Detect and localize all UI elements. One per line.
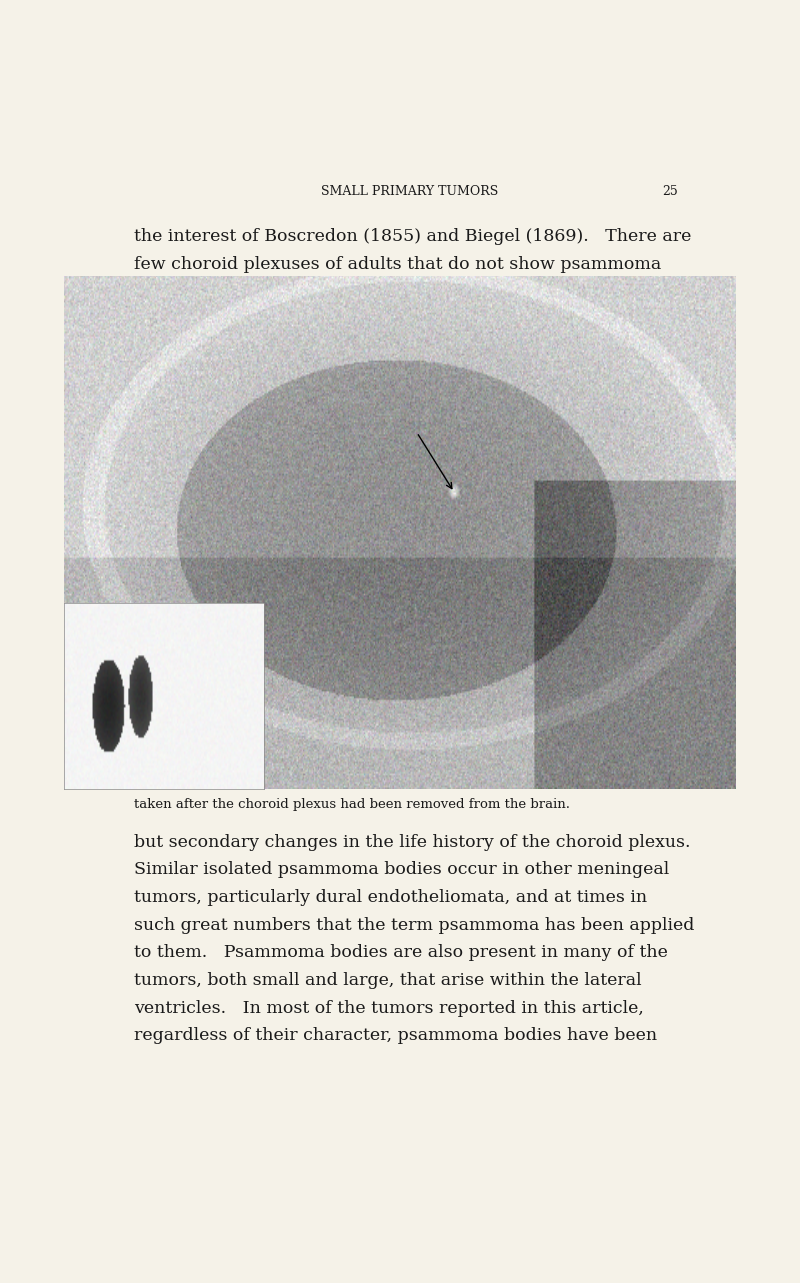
Text: to them.   Psammoma bodies are also present in many of the: to them. Psammoma bodies are also presen… [134, 944, 668, 961]
Text: sionally before the twenty-fifth year.   They are, however,: sionally before the twenty-fifth year. T… [134, 367, 638, 384]
Text: tumors, both small and large, that arise within the lateral: tumors, both small and large, that arise… [134, 973, 642, 989]
Text: tumors, particularly dural endotheliomata, and at times in: tumors, particularly dural endotheliomat… [134, 889, 647, 906]
Text: 25: 25 [662, 185, 678, 198]
Text: but secondary changes in the life history of the choroid plexus.: but secondary changes in the life histor… [134, 834, 690, 851]
Text: the interest of Boscredon (1855) and Biegel (1869).   There are: the interest of Boscredon (1855) and Bie… [134, 228, 691, 245]
Text: regardless of their character, psammoma bodies have been: regardless of their character, psammoma … [134, 1028, 658, 1044]
Text: Fig. 10.1.  Area of calcification of psammoma.   Inset shows x-ray of psammoma: Fig. 10.1. Area of calcification of psam… [171, 776, 707, 789]
Text: head—perhaps 5 per cent of all late adult x-rays and occa-: head—perhaps 5 per cent of all late adul… [134, 339, 648, 355]
Text: taken after the choroid plexus had been removed from the brain.: taken after the choroid plexus had been … [134, 798, 570, 811]
Text: Similar isolated psammoma bodies occur in other meningeal: Similar isolated psammoma bodies occur i… [134, 861, 670, 879]
Text: few choroid plexuses of adults that do not show psammoma: few choroid plexuses of adults that do n… [134, 255, 662, 273]
Text: such great numbers that the term psammoma has been applied: such great numbers that the term psammom… [134, 916, 694, 934]
Text: bodies.   When assembled in sufficient number they form pal-: bodies. When assembled in sufficient num… [134, 284, 677, 300]
Text: SMALL PRIMARY TUMORS: SMALL PRIMARY TUMORS [322, 185, 498, 198]
Text: ventricles.   In most of the tumors reported in this article,: ventricles. In most of the tumors report… [134, 999, 644, 1016]
Text: pable concretions and are frequently visible in x-ray of the: pable concretions and are frequently vis… [134, 310, 650, 328]
